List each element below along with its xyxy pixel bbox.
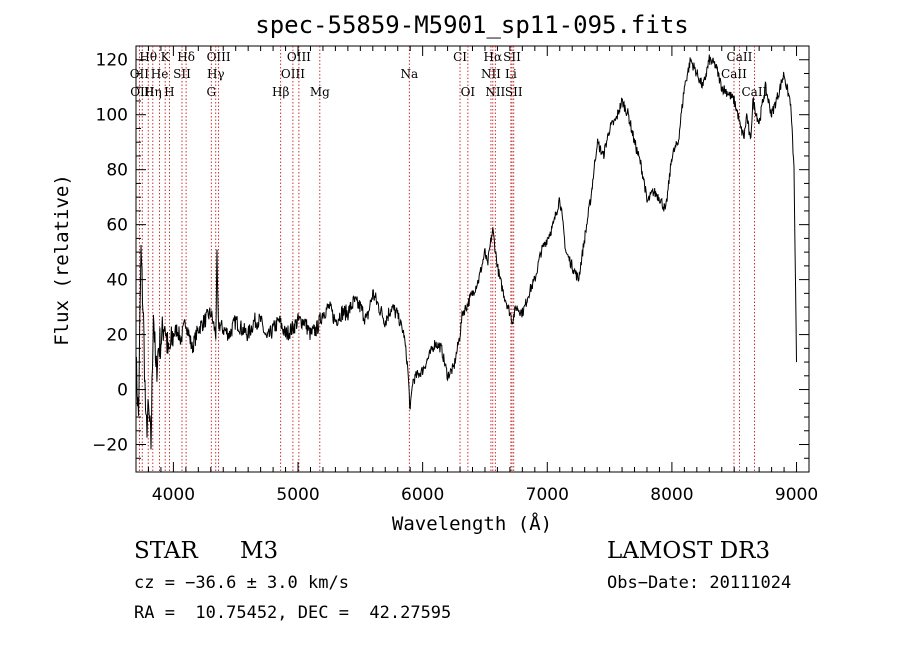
x-tick-label-1: 5000: [276, 485, 319, 505]
line-marker-label-18: OIII: [130, 85, 154, 99]
line-marker-label-3: OIII: [207, 50, 231, 64]
x-tick-label-0: 4000: [152, 485, 195, 505]
line-marker-label-16: Li: [505, 67, 517, 81]
line-marker-label-25: NII: [485, 85, 505, 99]
line-marker-label-20: H: [164, 85, 174, 99]
line-marker-label-8: CaII: [727, 50, 753, 64]
y-tick-label-6: 100: [96, 106, 128, 126]
line-markers: [138, 46, 755, 472]
line-marker-label-1: K: [161, 50, 171, 64]
y-tick-label-3: 40: [106, 271, 128, 291]
line-marker-label-23: Mg: [310, 85, 330, 99]
survey-name: LAMOST DR3: [607, 538, 771, 564]
line-marker-label-0: Hθ: [139, 50, 157, 64]
line-marker-label-4: OIII: [287, 50, 311, 64]
line-marker-label-5: CI: [453, 50, 467, 64]
x-tick-label-2: 6000: [401, 485, 444, 505]
x-axis-label: Wavelength (Å): [392, 512, 552, 535]
spectrum-series-line: [135, 54, 797, 450]
line-marker-label-21: G: [206, 85, 216, 99]
obs-date-text: Obs−Date: 20111024: [607, 573, 792, 593]
line-marker-label-26: SII: [505, 85, 523, 99]
line-marker-label-15: NII: [481, 67, 501, 81]
x-tick-label-3: 7000: [526, 485, 569, 505]
object-class: STAR: [134, 538, 198, 564]
plot-frame: [135, 45, 810, 473]
line-marker-label-13: OIII: [281, 67, 305, 81]
line-marker-label-10: He: [151, 67, 169, 81]
x-tick-labels: 4000 5000 6000 7000 8000 9000: [152, 485, 818, 505]
line-marker-label-24: OI: [461, 85, 476, 99]
y-tick-label-7: 120: [96, 51, 128, 71]
line-marker-label-2: Hδ: [177, 50, 195, 64]
y-tick-label-0: −20: [92, 436, 128, 456]
line-marker-label-11: SII: [173, 67, 191, 81]
line-marker-label-12: Hγ: [207, 67, 225, 81]
redshift-text: cz = −36.6 ± 3.0 km/s: [134, 573, 349, 593]
chart-title: spec-55859-M5901_sp11-095.fits: [255, 11, 688, 39]
line-marker-label-17: CaII: [721, 67, 747, 81]
y-tick-label-4: 60: [106, 216, 128, 236]
y-tick-label-2: 20: [106, 326, 128, 346]
object-subclass: M3: [240, 538, 279, 564]
line-marker-label-6: Hα: [484, 50, 503, 64]
line-marker-label-9: OII: [130, 67, 150, 81]
line-marker-label-22: Hβ: [272, 85, 289, 99]
line-marker-label-7: SII: [503, 50, 521, 64]
y-tick-label-5: 80: [106, 161, 128, 181]
y-tick-label-1: 0: [117, 381, 128, 401]
coordinates-text: RA = 10.75452, DEC = 42.27595: [134, 603, 452, 623]
y-tick-labels: −20 0 20 40 60 80 100 120: [92, 51, 128, 456]
line-marker-label-14: Na: [400, 67, 418, 81]
x-tick-label-4: 8000: [650, 485, 693, 505]
x-tick-label-5: 9000: [775, 485, 818, 505]
axis-ticks: [135, 45, 810, 473]
line-marker-label-19: Hη: [144, 85, 162, 99]
line-marker-label-27: CaII: [741, 85, 767, 99]
y-axis-label: Flux (relative): [51, 174, 73, 346]
